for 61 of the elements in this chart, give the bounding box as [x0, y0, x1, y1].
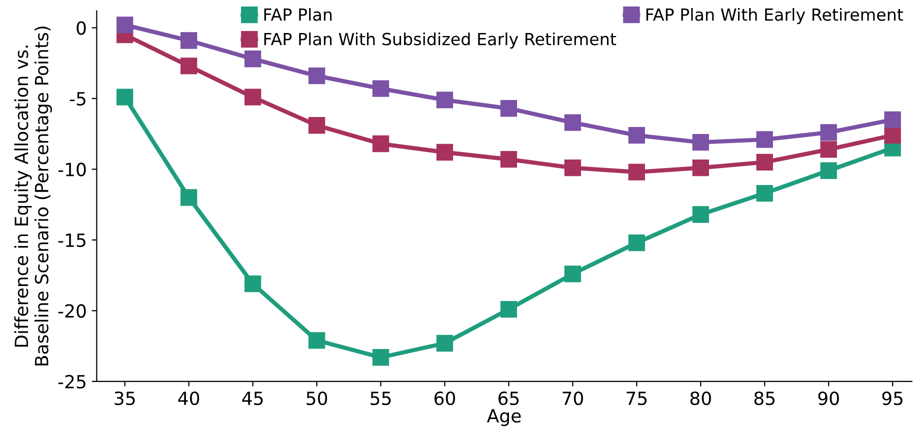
point	[692, 206, 709, 223]
x-tick-label: 70	[562, 391, 583, 406]
point	[372, 80, 390, 97]
point	[180, 189, 198, 206]
x-tick-label: 85	[754, 391, 775, 406]
point	[884, 126, 901, 144]
point	[756, 184, 773, 202]
x-tick-label: 80	[690, 391, 711, 406]
point	[820, 124, 837, 141]
x-tick-label: 45	[242, 392, 263, 406]
point	[116, 88, 134, 106]
x-axis-title: Age	[486, 409, 521, 426]
point	[564, 114, 582, 131]
x-tick-label: 55	[370, 392, 391, 406]
x-tick-label: 60	[434, 391, 456, 406]
point	[628, 164, 646, 180]
point	[244, 88, 262, 106]
point	[564, 266, 582, 282]
point	[308, 332, 326, 349]
y-tick-label: 0	[76, 21, 86, 35]
point	[372, 135, 390, 152]
legend-label: FAP Plan With Subsidized Early Retirement	[264, 32, 616, 49]
point	[692, 159, 709, 176]
point	[500, 100, 518, 117]
point	[180, 32, 198, 49]
point	[756, 131, 773, 148]
point	[244, 275, 262, 292]
point	[820, 141, 837, 158]
x-tick-label: 75	[626, 392, 647, 406]
y-tick-label: -20	[58, 304, 86, 318]
y-tick-label: -25	[58, 374, 86, 389]
point	[564, 159, 582, 176]
point	[372, 349, 390, 366]
point	[436, 92, 454, 108]
y-tick-label: -5	[70, 92, 86, 106]
x-tick-label: 90	[818, 391, 839, 406]
point	[244, 50, 262, 68]
point	[308, 68, 326, 84]
legend-label: FAP Plan	[264, 8, 332, 21]
point	[692, 134, 709, 151]
point	[820, 162, 837, 179]
x-tick-label: 40	[178, 391, 200, 406]
x-tick-label: 50	[306, 391, 328, 406]
y-axis-title: Difference in Equity Allocation vs. Baseline Scenario (Percentage Points)	[14, 26, 52, 366]
point	[628, 126, 646, 144]
point	[180, 58, 198, 74]
point	[756, 154, 773, 170]
x-tick-label: 65	[498, 391, 519, 406]
x-tick-label: 35	[114, 391, 135, 406]
y-tick-label: -10	[58, 162, 86, 176]
point	[436, 334, 454, 352]
point	[116, 16, 134, 34]
y-tick-label: -15	[58, 234, 86, 248]
point	[500, 300, 518, 318]
legend-label: FAP Plan With Early Retirement	[646, 8, 904, 24]
point	[436, 144, 454, 161]
point	[308, 117, 326, 134]
point	[500, 150, 518, 168]
x-tick-label: 95	[882, 391, 903, 406]
point	[628, 234, 646, 252]
point	[884, 111, 901, 128]
